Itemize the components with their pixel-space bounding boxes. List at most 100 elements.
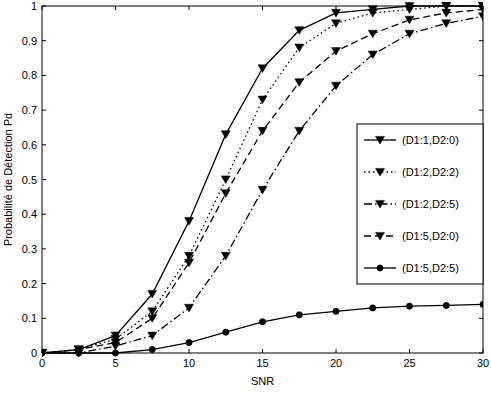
series-marker [258,65,267,73]
series-line [42,9,483,353]
y-tick [42,248,46,249]
y-tick [479,75,483,76]
series-marker [186,340,192,346]
y-tick-label: 0.7 [22,104,37,116]
y-tick [42,75,46,76]
y-tick [42,214,46,215]
x-tick [189,349,190,353]
plot-frame [42,6,483,353]
y-tick [42,283,46,284]
series-marker [479,13,484,21]
series-marker [332,48,341,56]
x-tick-label: 20 [330,357,342,369]
x-tick-label: 15 [256,357,268,369]
y-tick-label: 0.5 [22,174,37,186]
series-marker [185,304,194,312]
series-marker [221,131,230,139]
y-tick-label: 0 [31,347,37,359]
y-tick-label: 0.8 [22,69,37,81]
series-marker [185,218,194,226]
series-marker [221,176,230,184]
series-marker [442,9,451,17]
series-line [42,6,483,353]
series-marker [295,79,304,87]
y-tick-label: 0.9 [22,35,37,47]
x-tick-label: 30 [477,357,489,369]
series-marker [185,259,194,267]
x-tick [409,349,410,353]
series-marker [443,302,449,308]
legend-marker [377,265,383,271]
y-tick-label: 1 [31,0,37,12]
legend-box [357,124,483,284]
y-tick-label: 0.1 [22,312,37,324]
series-marker [332,9,341,17]
x-tick [189,6,190,10]
series-marker [370,305,376,311]
series-marker [111,339,120,347]
series-marker [479,6,484,14]
series-line [42,6,483,353]
series-marker [223,329,229,335]
legend-marker [376,136,385,144]
legend: (D1:1,D2:0)(D1:2,D2:2)(D1:2,D2:5)(D1:5,D… [357,124,483,284]
series-marker [332,20,341,28]
series-marker [407,303,413,309]
legend-label: (D1:5,D2:5) [402,262,459,274]
series-marker [368,30,377,38]
y-axis-label: Probabilité de Détection Pd [2,113,14,246]
series-marker [368,51,377,59]
series-marker [405,30,414,38]
chart: 0 5 10 15 20 25 30 0 0.1 0.2 0.3 0.4 0.5 0.6 0.7 0.8 0.9… [0,0,491,393]
series-marker [295,27,304,35]
plot-data [42,2,483,357]
series-marker [296,312,302,318]
background [0,0,491,393]
series-marker [258,127,267,135]
legend-marker [376,232,385,240]
series-marker [260,319,266,325]
legend-label: (D1:2,D2:2) [402,166,459,178]
series-marker [258,96,267,104]
series-marker [221,190,230,198]
series-marker [333,308,339,314]
series-marker [442,20,451,28]
series-marker [221,252,230,260]
x-tick [115,6,116,10]
series-marker [258,186,267,194]
y-tick-label: 0.2 [22,278,37,290]
y-tick [42,40,46,41]
x-tick [262,6,263,10]
x-tick [262,349,263,353]
series-marker [332,82,341,90]
series-marker [295,44,304,52]
y-tick [479,318,483,319]
series-marker [295,127,304,135]
series-line [42,16,483,353]
x-tick-label: 0 [39,357,45,369]
y-tick [42,144,46,145]
legend-label: (D1:1,D2:0) [402,134,459,146]
x-axis-label: SNR [251,375,274,387]
x-tick-label: 25 [403,357,415,369]
series-marker [405,16,414,24]
y-tick [42,179,46,180]
y-tick-label: 0.3 [22,243,37,255]
series-line [42,304,483,353]
y-tick [479,40,483,41]
legend-marker [376,168,385,176]
y-tick-label: 0.4 [22,208,37,220]
legend-marker [376,200,385,208]
plot-area [42,6,483,353]
y-tick [42,318,46,319]
x-tick-label: 10 [183,357,195,369]
series-marker [148,290,157,298]
y-tick [42,110,46,111]
series-marker [148,332,157,340]
series-marker [405,6,414,14]
x-tick-label: 5 [112,357,118,369]
series-marker [368,9,377,17]
y-tick [479,110,483,111]
x-tick [336,349,337,353]
y-tick-label: 0.6 [22,139,37,151]
